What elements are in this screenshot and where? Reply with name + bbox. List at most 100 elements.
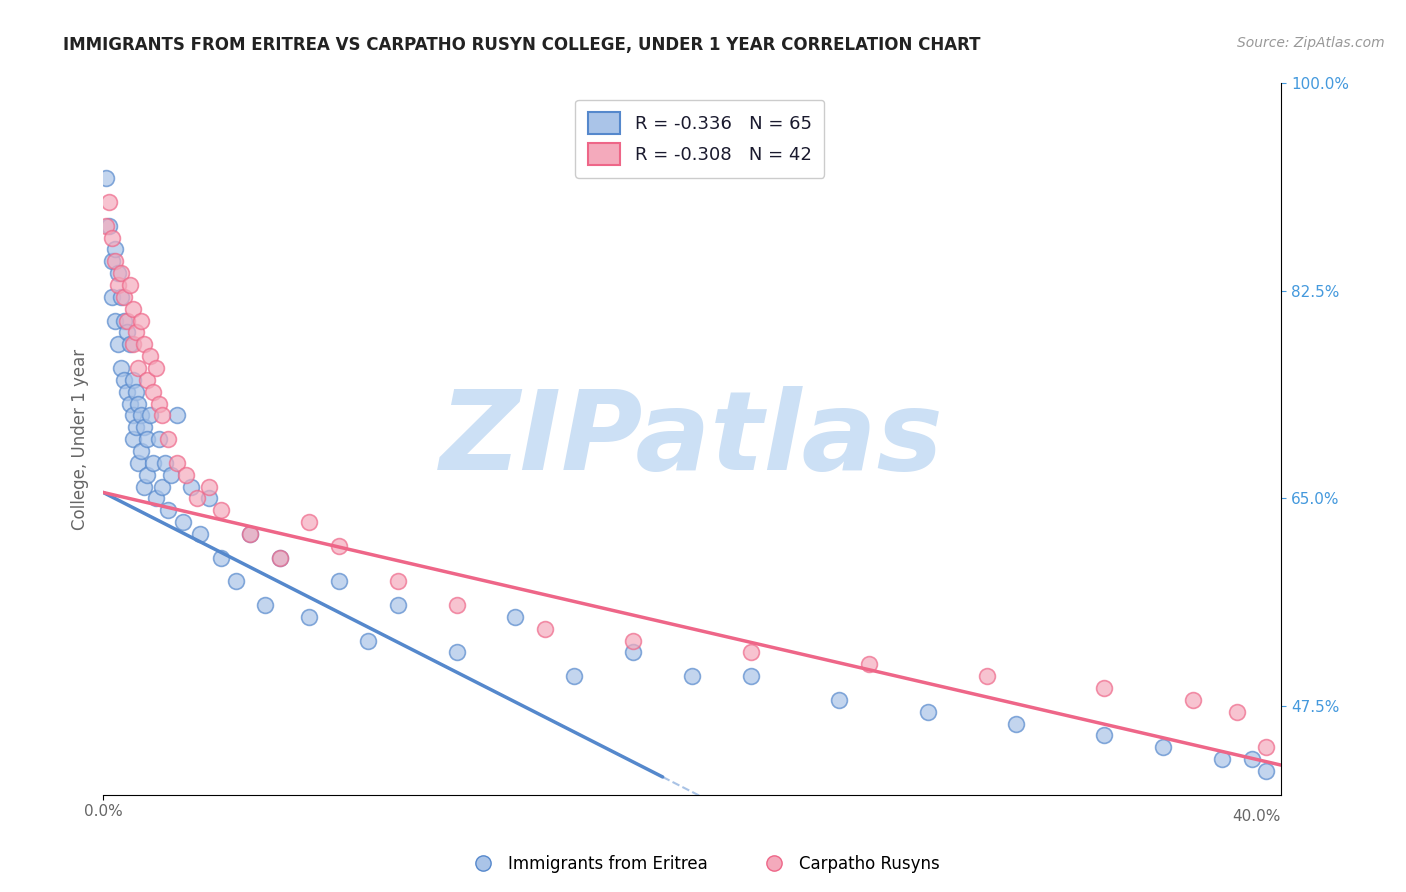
Point (198, 491, 221, 506)
Point (98, 219, 121, 233)
Point (1152, 740, 1174, 755)
Point (121, 409, 143, 423)
Point (127, 361, 149, 376)
Point (357, 633, 380, 648)
Point (107, 266, 129, 280)
Point (124, 326, 146, 340)
Point (1240, 752, 1263, 766)
Point (110, 266, 132, 280)
Point (98, 194, 121, 209)
Point (166, 456, 188, 470)
Point (160, 467, 183, 482)
Point (145, 361, 167, 376)
Point (112, 373, 135, 387)
Point (136, 467, 159, 482)
Point (740, 645, 762, 659)
Point (101, 290, 124, 304)
Point (124, 384, 146, 399)
Point (94, 219, 117, 233)
Point (124, 420, 146, 434)
Point (446, 645, 468, 659)
Text: ZIPatlas: ZIPatlas (440, 385, 943, 492)
Point (94, 171, 117, 186)
Point (1226, 705, 1249, 719)
Point (621, 633, 644, 648)
Point (188, 527, 211, 541)
Point (131, 444, 153, 458)
Point (621, 645, 644, 659)
Point (148, 432, 170, 446)
Point (121, 432, 143, 446)
Point (180, 479, 202, 493)
Point (115, 313, 138, 327)
Point (328, 574, 350, 589)
Point (156, 432, 179, 446)
Point (150, 409, 173, 423)
Point (562, 669, 585, 683)
Point (239, 527, 262, 541)
Legend: R = -0.336   N = 65, R = -0.308   N = 42: R = -0.336 N = 65, R = -0.308 N = 42 (575, 100, 824, 178)
Point (254, 598, 277, 612)
Point (1092, 681, 1115, 695)
Y-axis label: College, Under 1 year: College, Under 1 year (72, 349, 89, 530)
Point (534, 622, 557, 636)
Point (1211, 752, 1233, 766)
Point (118, 337, 141, 351)
Point (174, 467, 197, 482)
Point (145, 491, 167, 506)
Point (387, 598, 409, 612)
Point (121, 337, 143, 351)
Point (142, 456, 165, 470)
Point (225, 574, 247, 589)
Point (298, 610, 321, 624)
Point (115, 384, 138, 399)
Point (1256, 764, 1278, 778)
Point (118, 277, 141, 292)
Point (107, 277, 129, 292)
Text: IMMIGRANTS FROM ERITREA VS CARPATHO RUSYN COLLEGE, UNDER 1 YEAR CORRELATION CHAR: IMMIGRANTS FROM ERITREA VS CARPATHO RUSY… (63, 36, 981, 54)
Point (186, 491, 208, 506)
Point (269, 550, 291, 565)
Text: Source: ZipAtlas.com: Source: ZipAtlas.com (1237, 36, 1385, 50)
Point (110, 361, 132, 376)
Point (917, 705, 939, 719)
Point (115, 326, 138, 340)
Point (858, 657, 880, 672)
Point (131, 409, 153, 423)
Point (209, 503, 232, 517)
Point (121, 373, 143, 387)
Point (101, 230, 124, 244)
Point (239, 527, 262, 541)
Point (112, 290, 135, 304)
Text: 40.0%: 40.0% (1233, 809, 1281, 824)
Point (172, 515, 194, 529)
Point (107, 337, 129, 351)
Point (156, 503, 179, 517)
Point (150, 479, 173, 493)
Point (148, 396, 170, 410)
Point (269, 550, 291, 565)
Point (166, 409, 188, 423)
Point (134, 420, 156, 434)
Point (134, 479, 156, 493)
Point (142, 384, 165, 399)
Point (112, 313, 135, 327)
Point (153, 456, 176, 470)
Point (127, 396, 149, 410)
Point (298, 515, 321, 529)
Point (104, 243, 127, 257)
Point (828, 693, 851, 707)
Point (387, 574, 409, 589)
Point (131, 313, 153, 327)
Point (101, 254, 124, 268)
Point (740, 669, 762, 683)
Point (505, 610, 527, 624)
Point (198, 479, 221, 493)
Point (104, 313, 127, 327)
Point (136, 432, 159, 446)
Point (328, 539, 350, 553)
Point (1092, 729, 1115, 743)
Point (136, 373, 159, 387)
Point (104, 254, 127, 268)
Point (118, 396, 141, 410)
